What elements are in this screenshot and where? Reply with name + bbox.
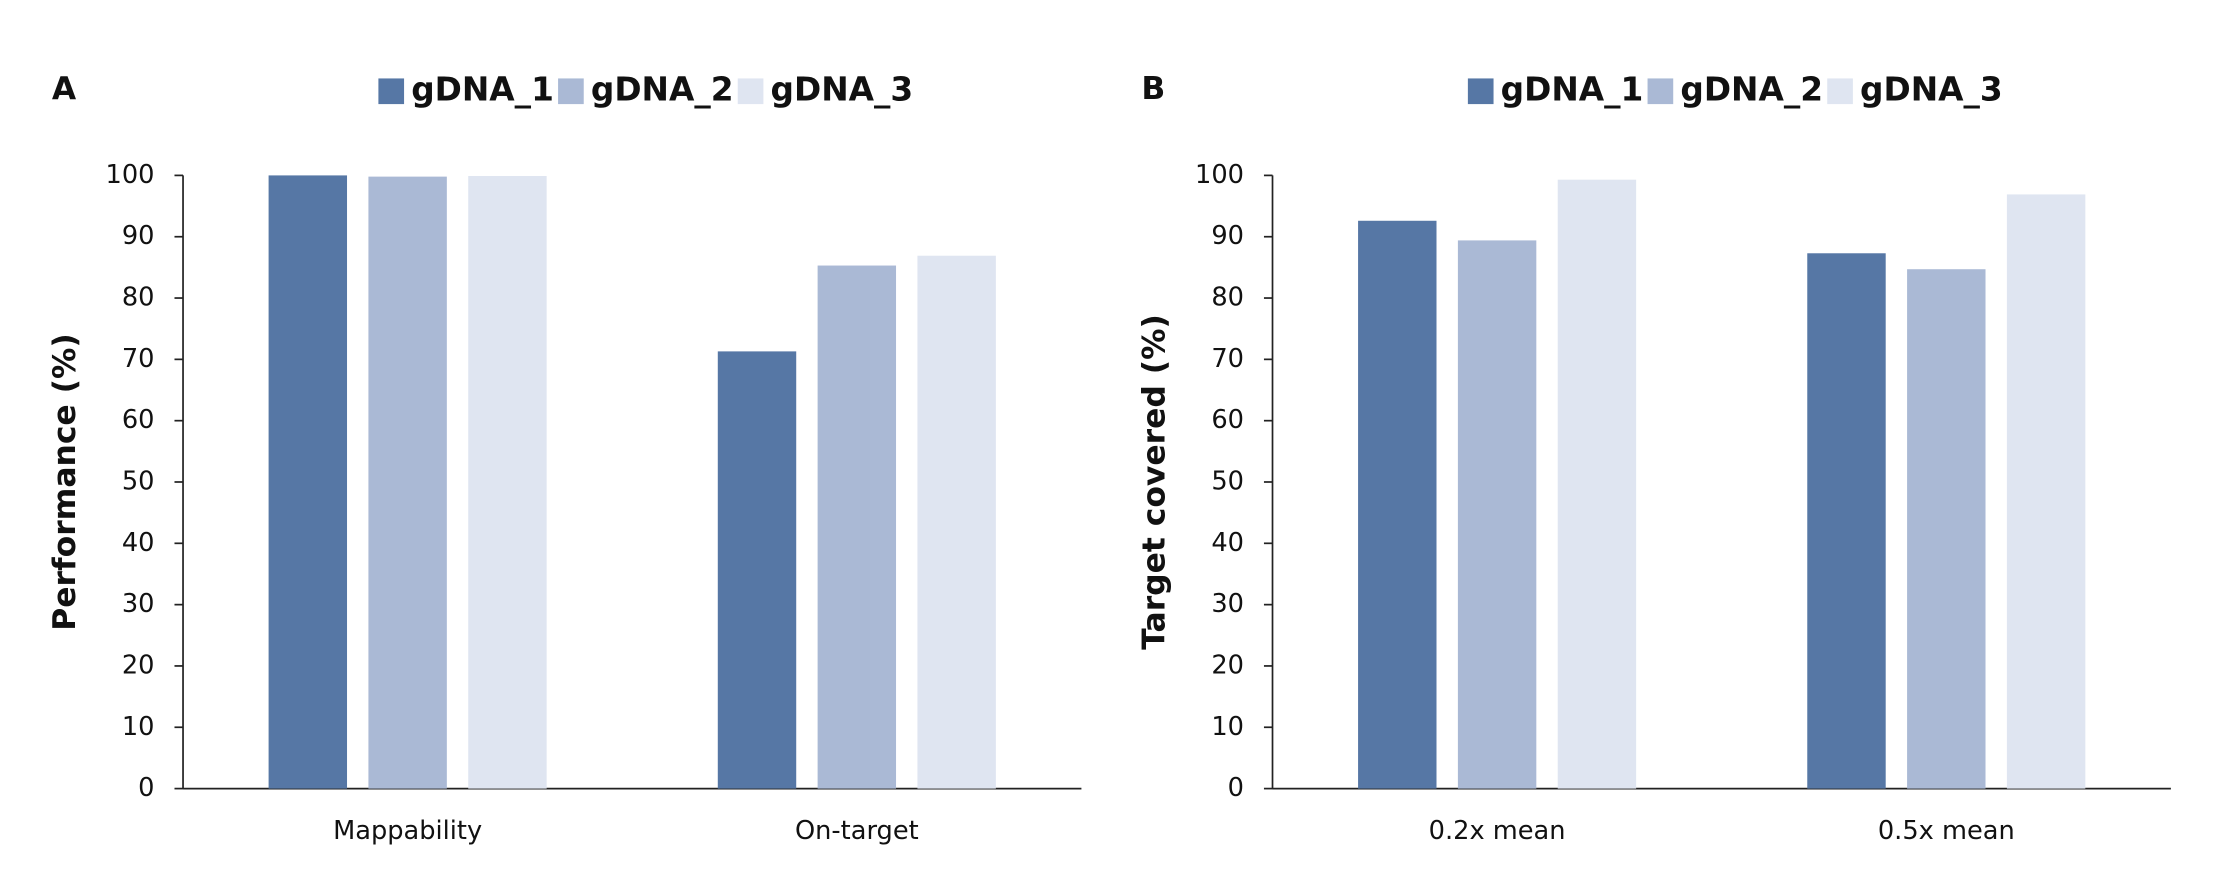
y-tick-label: 10 (1211, 712, 1244, 742)
bar (268, 175, 348, 789)
y-tick-label: 0 (138, 773, 154, 803)
bar (2006, 194, 2086, 789)
panel-label: B (1141, 71, 1165, 107)
y-tick-label: 60 (122, 405, 155, 435)
legend-label: gDNA_3 (771, 70, 914, 108)
panel-label: A (52, 71, 77, 107)
bar (1907, 269, 1986, 789)
y-tick-label: 20 (122, 650, 155, 680)
y-tick-label: 60 (1211, 405, 1244, 435)
bar (817, 265, 897, 789)
bar (717, 351, 797, 789)
legend-swatch (1647, 78, 1674, 105)
y-tick-label: 100 (106, 160, 155, 190)
x-tick-label: Mappability (333, 816, 482, 846)
legend-swatch (1827, 78, 1853, 105)
x-tick-label: 0.5x mean (1878, 816, 2015, 846)
y-axis-title: Target covered (%) (1137, 314, 1173, 650)
legend-label: gDNA_1 (1501, 70, 1644, 108)
bar (1358, 220, 1437, 789)
y-tick-label: 70 (122, 344, 155, 374)
legend-swatch (558, 78, 584, 105)
x-tick-label: On-target (795, 816, 919, 846)
y-tick-label: 20 (1211, 650, 1244, 680)
bar (468, 176, 547, 789)
y-tick-label: 70 (1211, 344, 1244, 374)
y-tick-label: 80 (1211, 283, 1244, 313)
bar (917, 255, 996, 789)
bar (368, 176, 447, 789)
y-tick-label: 90 (1211, 221, 1244, 251)
bar (1807, 253, 1886, 789)
y-tick-label: 50 (1211, 466, 1244, 496)
legend-label: gDNA_2 (1680, 70, 1823, 108)
x-tick-label: 0.2x mean (1429, 816, 1566, 846)
y-tick-label: 90 (122, 221, 155, 251)
bar (1557, 179, 1637, 789)
y-tick-label: 0 (1228, 773, 1244, 803)
y-tick-label: 40 (122, 528, 155, 558)
legend-swatch (378, 78, 405, 105)
bar (1457, 240, 1537, 789)
y-tick-label: 80 (122, 283, 155, 313)
legend-label: gDNA_2 (591, 70, 734, 108)
y-tick-label: 30 (122, 589, 155, 619)
y-tick-label: 10 (122, 712, 155, 742)
legend-label: gDNA_3 (1860, 70, 2003, 108)
y-tick-label: 50 (122, 466, 155, 496)
legend-swatch (737, 78, 764, 105)
legend-label: gDNA_1 (411, 70, 554, 108)
y-tick-label: 30 (1211, 589, 1244, 619)
legend-swatch (1467, 78, 1494, 105)
y-tick-label: 100 (1195, 160, 1244, 190)
y-tick-label: 40 (1211, 528, 1244, 558)
y-axis-title: Performance (%) (47, 333, 83, 630)
